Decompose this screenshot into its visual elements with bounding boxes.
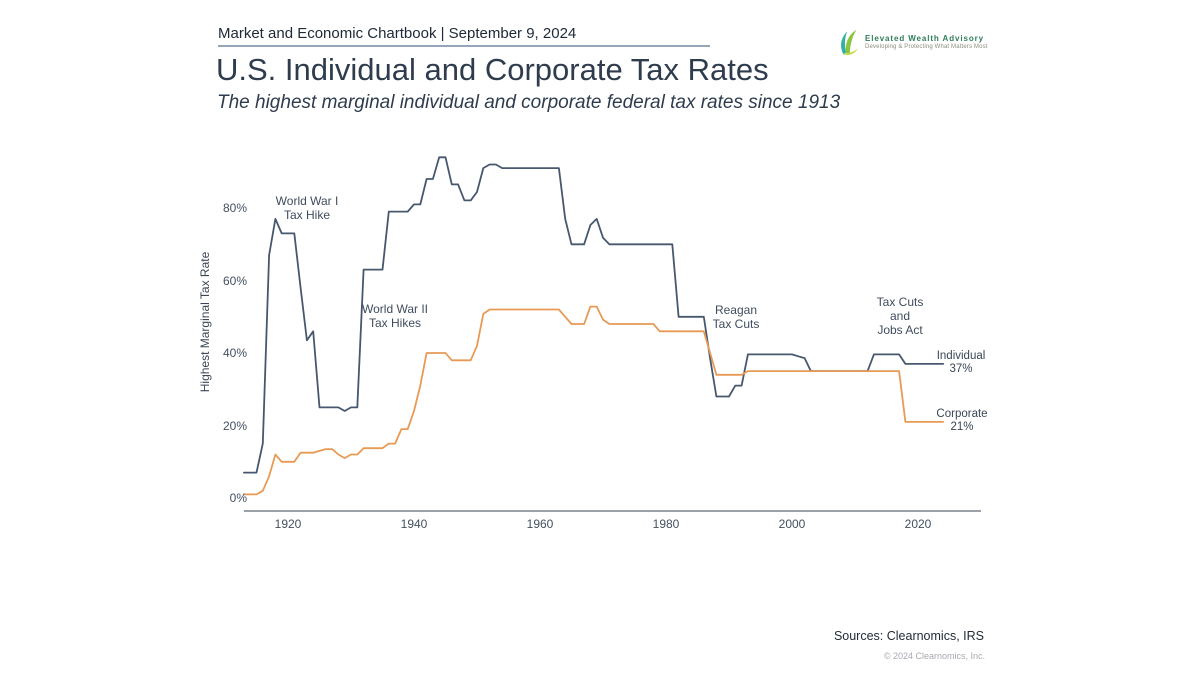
logo-text: Elevated Wealth Advisory Developing & Pr… <box>865 34 988 50</box>
page-subtitle: The highest marginal individual and corp… <box>217 92 841 113</box>
series-value-individual: 37% <box>949 363 973 375</box>
individual-rate-line <box>242 156 945 474</box>
annotation-world-war-2: World War II Tax Hikes <box>361 302 429 330</box>
y-axis-title: Highest Marginal Tax Rate <box>198 251 212 393</box>
copyright-text: © 2024 Clearnomics, Inc. <box>883 651 985 661</box>
sources-text: Sources: Clearnomics, IRS <box>833 629 984 643</box>
series-end-label-individual: Individual 37% <box>937 350 986 376</box>
logo: Elevated Wealth Advisory Developing & Pr… <box>838 27 988 56</box>
series-name-individual: Individual <box>936 350 986 362</box>
leaf-logo-icon <box>841 29 859 56</box>
logo-tagline: Developing & Protecting What Matters Mos… <box>865 43 988 50</box>
series-name-corporate: Corporate <box>936 408 988 420</box>
header-divider <box>218 45 710 47</box>
chartbook-header-title: Market and Economic Chartbook | Septembe… <box>218 25 577 42</box>
series-end-label-corporate: Corporate 21% <box>936 408 987 434</box>
corporate-rate-line <box>242 305 945 496</box>
logo-company-name: Elevated Wealth Advisory <box>865 33 984 43</box>
annotation-world-war-1: World War I Tax Hike <box>275 194 339 222</box>
annotation-tax-cuts-jobs-act: Tax Cuts and Jobs Act <box>876 295 924 337</box>
annotation-reagan-tax-cuts: Reagan Tax Cuts <box>712 303 760 331</box>
series-value-corporate: 21% <box>950 421 974 433</box>
page-title: U.S. Individual and Corporate Tax Rates <box>216 52 769 87</box>
